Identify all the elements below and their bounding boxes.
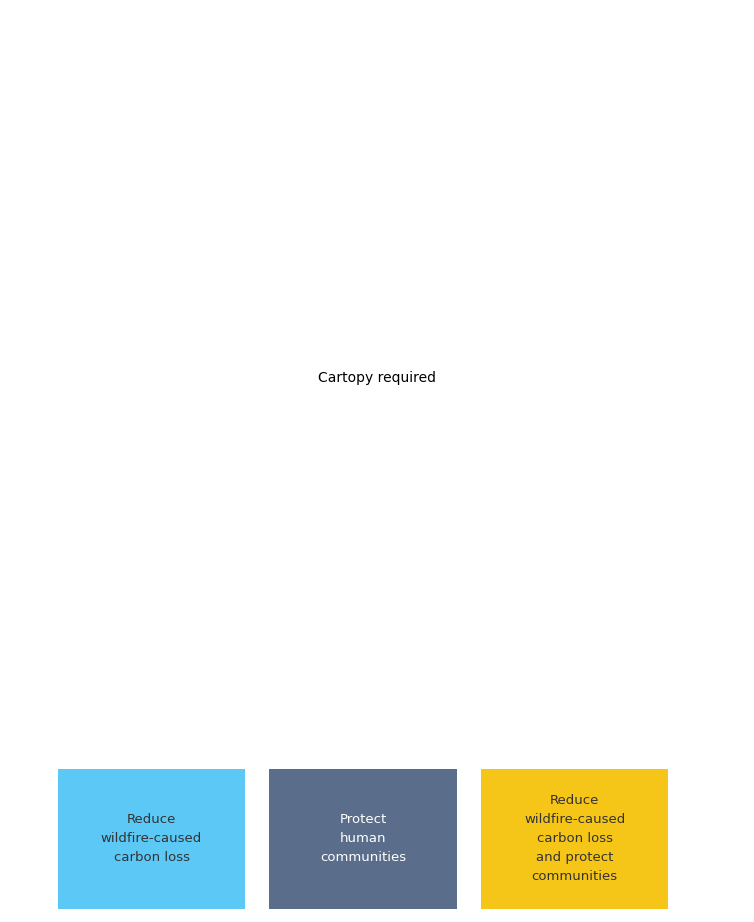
Text: Reduce
wildfire-caused
carbon loss: Reduce wildfire-caused carbon loss — [101, 813, 202, 865]
Text: Reduce
wildfire-caused
carbon loss
and protect
communities: Reduce wildfire-caused carbon loss and p… — [524, 795, 625, 883]
FancyBboxPatch shape — [269, 769, 457, 909]
Text: Cartopy required: Cartopy required — [318, 371, 436, 385]
FancyBboxPatch shape — [58, 769, 245, 909]
FancyBboxPatch shape — [481, 769, 668, 909]
Text: Protect
human
communities: Protect human communities — [320, 813, 406, 865]
